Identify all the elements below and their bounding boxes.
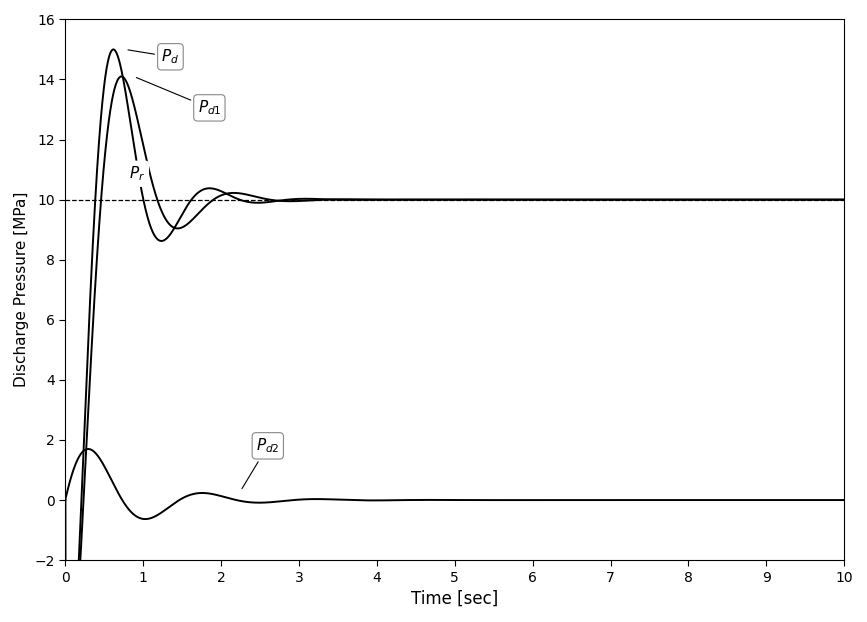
X-axis label: Time [sec]: Time [sec] (411, 590, 499, 608)
Text: $P_{d2}$: $P_{d2}$ (242, 437, 280, 489)
Text: $P_d$: $P_d$ (128, 47, 179, 66)
Text: $P_r$: $P_r$ (129, 164, 146, 183)
Text: $P_{d1}$: $P_{d1}$ (136, 78, 221, 117)
Y-axis label: Discharge Pressure [MPa]: Discharge Pressure [MPa] (14, 192, 29, 388)
